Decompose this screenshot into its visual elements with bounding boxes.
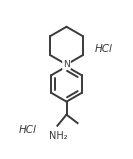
Text: NH₂: NH₂ bbox=[49, 131, 67, 141]
Text: HCl: HCl bbox=[95, 44, 113, 54]
Text: HCl: HCl bbox=[18, 125, 36, 135]
Text: N: N bbox=[63, 60, 70, 69]
